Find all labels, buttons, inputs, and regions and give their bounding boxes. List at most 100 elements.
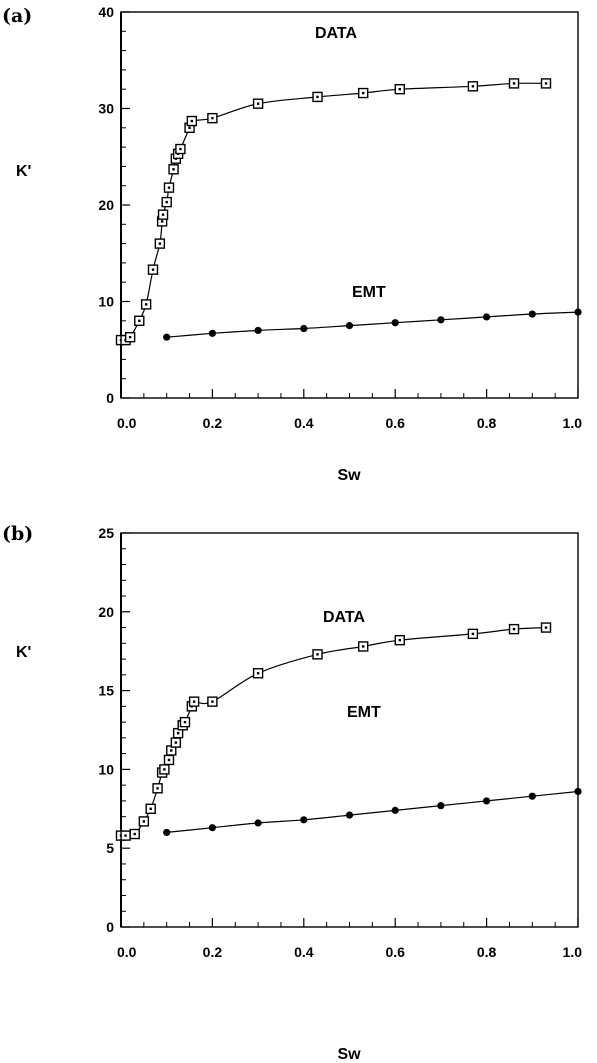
x-tick-label: 0.8	[477, 415, 497, 431]
data-point-square	[467, 628, 479, 640]
data-point-square	[168, 164, 179, 175]
data-point-square	[134, 315, 145, 326]
data-point-square	[163, 754, 175, 766]
data-point-square	[540, 622, 552, 633]
data-point-circle	[163, 333, 171, 341]
data-point-square	[154, 238, 166, 249]
data-point-square	[147, 264, 159, 275]
data-point-circle	[483, 313, 491, 321]
panel-label: (b)	[2, 523, 33, 545]
data-point-square	[159, 764, 170, 775]
series-line-emt	[166, 311, 579, 338]
data-point-square	[145, 803, 156, 814]
data-point-circle	[574, 787, 582, 796]
series-label-emt: EMT	[347, 704, 381, 721]
x-tick-label: 0.2	[203, 415, 223, 431]
x-tick-label: 0.2	[203, 944, 223, 960]
data-point-circle	[574, 308, 582, 316]
data-point-circle	[345, 811, 354, 819]
data-point-square	[163, 182, 175, 193]
data-point-square	[188, 696, 200, 707]
data-point-square	[157, 209, 169, 220]
data-point-circle	[483, 797, 491, 805]
x-axis-label: Sw	[337, 467, 361, 484]
x-tick-label: 0.4	[294, 415, 314, 431]
data-point-square	[508, 623, 520, 635]
data-point-square	[467, 81, 479, 92]
x-tick-label: 0.0	[117, 415, 137, 431]
data-point-circle	[254, 326, 262, 335]
series-label-data: DATA	[323, 609, 366, 626]
x-tick-label: 1.0	[563, 415, 583, 431]
data-point-square	[179, 716, 191, 728]
data-point-square	[207, 112, 218, 124]
data-point-square	[124, 332, 136, 343]
chart-b-svg: (b) K' Sw 0 5 10 15 20 25 0.0 0.2 0.4 0.6 0.8 1.0 DATA E…	[2, 523, 583, 1063]
data-point-square	[129, 828, 140, 840]
data-point-circle	[208, 824, 216, 832]
data-point-square	[540, 78, 552, 89]
data-point-square	[252, 98, 264, 109]
series-label-emt: EMT	[352, 284, 386, 301]
data-point-circle	[437, 802, 445, 810]
data-point-circle	[437, 316, 445, 324]
x-tick-label: 0.6	[385, 944, 405, 960]
data-point-square	[120, 830, 131, 841]
plot-frame	[120, 532, 579, 928]
data-point-square	[312, 649, 323, 660]
data-point-square	[394, 83, 405, 95]
data-point-circle	[528, 792, 536, 800]
y-axis-label: K'	[16, 644, 31, 661]
data-point-square	[138, 816, 150, 827]
y-tick-label: 20	[98, 604, 114, 620]
data-point-square	[186, 115, 198, 127]
data-point-square	[312, 91, 323, 103]
panel-label: (a)	[2, 5, 32, 27]
x-axis-label: Sw	[337, 1046, 361, 1063]
y-tick-label: 0	[106, 390, 114, 406]
chart-panel-b: (b) K' Sw 0 5 10 15 20 25 0.0 0.2 0.4 0.6 0.8 1.0 DATA E…	[0, 520, 597, 1063]
x-tick-label: 0.8	[477, 944, 497, 960]
x-tick-label: 0.0	[117, 944, 137, 960]
data-point-square	[358, 641, 369, 652]
y-tick-label: 10	[98, 761, 114, 777]
data-point-square	[207, 696, 218, 707]
series-line-data	[120, 82, 547, 341]
data-point-square	[161, 196, 172, 208]
data-point-circle	[300, 324, 308, 333]
data-point-square	[170, 737, 182, 748]
data-point-circle	[300, 816, 308, 824]
chart-a-svg: (a) K' Sw 0 10 20 30 40 0.0 0.2 0.4 0.6 0.8 1.0 DATA EM…	[2, 4, 583, 484]
y-tick-label: 40	[98, 4, 114, 20]
data-point-square	[140, 299, 152, 310]
data-point-circle	[528, 310, 536, 318]
series-label-data: DATA	[315, 25, 358, 42]
data-point-circle	[391, 806, 399, 814]
y-tick-label: 15	[98, 683, 114, 699]
x-tick-label: 0.4	[294, 944, 314, 960]
y-tick-label: 5	[106, 840, 114, 856]
y-axis-label: K'	[16, 163, 31, 180]
data-point-square	[394, 634, 405, 646]
x-tick-label: 1.0	[563, 944, 583, 960]
data-point-circle	[345, 322, 354, 330]
y-tick-label: 30	[98, 101, 114, 117]
x-tick-label: 0.6	[385, 415, 405, 431]
chart-panel-a: (a) K' Sw 0 10 20 30 40 0.0 0.2 0.4 0.6 0.8 1.0 DATA EM…	[0, 0, 597, 520]
plot-frame	[120, 11, 579, 399]
data-point-square	[508, 78, 520, 89]
series-line-data	[120, 627, 547, 837]
y-tick-label: 0	[106, 919, 114, 935]
data-point-circle	[163, 828, 171, 837]
y-tick-label: 10	[98, 294, 114, 310]
data-point-circle	[208, 329, 216, 337]
data-point-circle	[254, 819, 262, 827]
data-point-square	[252, 668, 264, 679]
y-tick-label: 20	[98, 197, 114, 213]
data-point-square	[152, 783, 163, 794]
data-point-square	[175, 143, 186, 155]
data-point-square	[358, 87, 369, 99]
y-tick-label: 25	[98, 525, 114, 541]
data-point-circle	[391, 319, 399, 327]
series-line-emt	[166, 790, 579, 833]
